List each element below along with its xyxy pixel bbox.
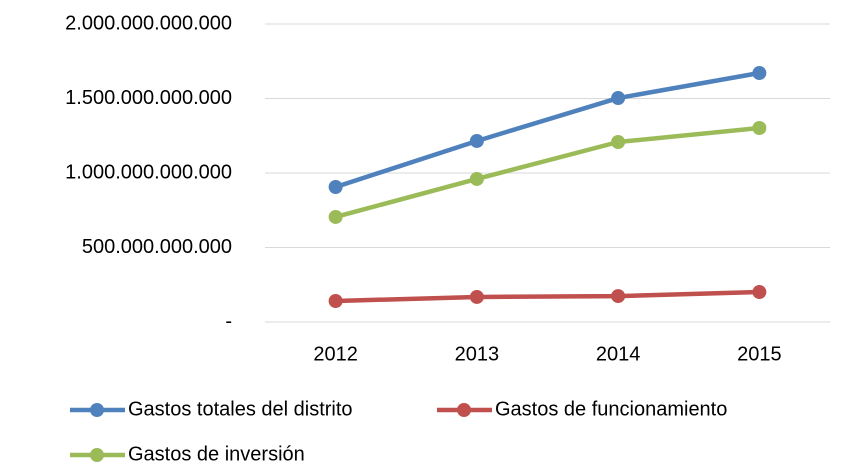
legend-marker	[90, 403, 104, 417]
legend-label: Gastos de inversión	[128, 443, 305, 463]
data-point	[752, 66, 767, 81]
data-point	[469, 133, 484, 148]
legend-marker	[90, 448, 104, 462]
x-tick-label: 2014	[596, 343, 641, 365]
legend-label: Gastos de funcionamiento	[495, 398, 727, 420]
data-point	[328, 293, 343, 308]
y-tick-label: 500.000.000.000	[82, 236, 232, 258]
series-line	[335, 125, 760, 220]
data-point	[469, 289, 484, 304]
series-line	[335, 289, 760, 304]
legend-marker	[457, 403, 471, 417]
data-point	[611, 135, 626, 150]
y-tick-label: 1.000.000.000.000	[65, 161, 232, 183]
data-point	[611, 91, 626, 106]
x-tick-label: 2015	[737, 343, 782, 365]
y-tick-label: 2.000.000.000.000	[65, 12, 232, 34]
x-tick-label: 2013	[455, 343, 500, 365]
legend-label: Gastos totales del distrito	[128, 398, 353, 420]
y-tick-label: -	[225, 310, 232, 332]
x-tick-label: 2012	[313, 343, 358, 365]
data-point	[328, 209, 343, 224]
data-point	[328, 180, 343, 195]
data-point	[752, 285, 767, 300]
data-point	[752, 121, 767, 136]
data-point	[611, 289, 626, 304]
series-line	[334, 70, 760, 190]
y-tick-label: 1.500.000.000.000	[65, 87, 232, 109]
data-point	[469, 171, 484, 186]
